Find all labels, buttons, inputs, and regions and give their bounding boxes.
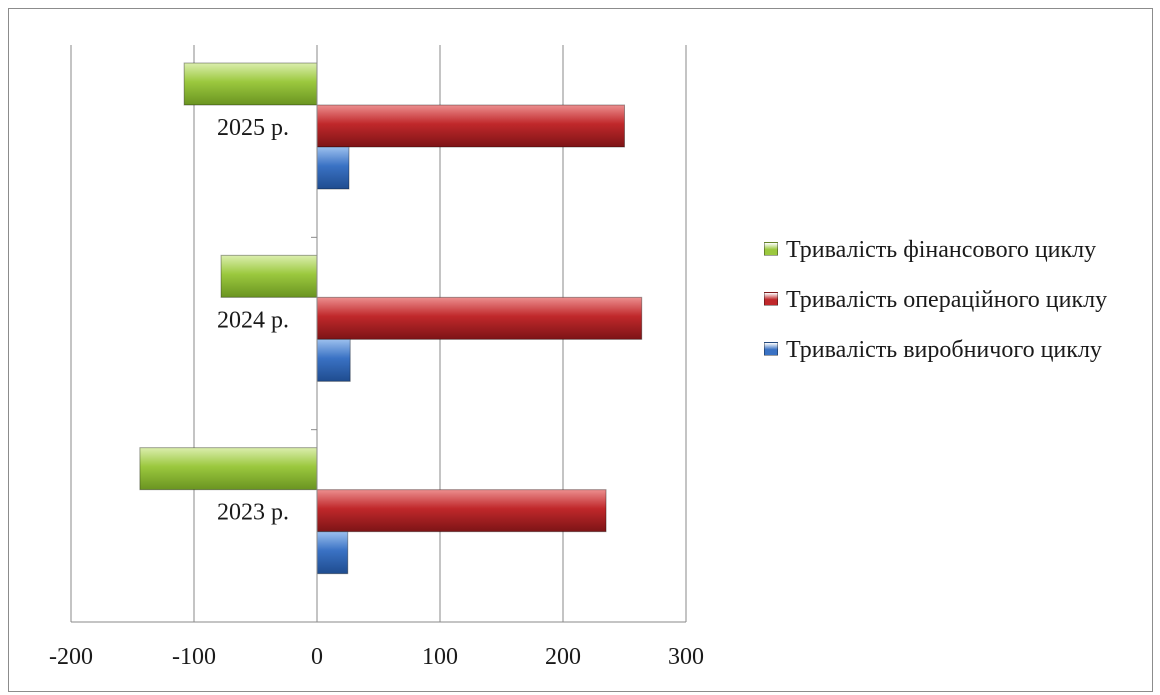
legend-label: Тривалість операційного циклу [786,287,1108,313]
bar-series-2-cat-0 [139,447,318,491]
legend-item: Тривалість операційного циклу [760,278,1140,322]
bar-series-1-cat-1 [316,296,643,340]
legend-label: Тривалість фінансового циклу [786,237,1097,263]
legend: Тривалість фінансового циклу Тривалість о… [760,228,1140,378]
bar-series-2-cat-1 [220,254,318,298]
legend-item: Тривалість виробничого циклу [760,328,1140,372]
bars [139,62,643,575]
legend-swatch [764,292,778,306]
bar-series-2-cat-2 [183,62,318,106]
legend-item: Тривалість фінансового циклу [760,228,1140,272]
bar-series-1-cat-2 [316,104,625,148]
bar-series-0-cat-2 [316,146,350,190]
bar-series-1-cat-0 [316,489,607,533]
legend-swatch [764,342,778,356]
x-tick-label: -100 [172,644,216,670]
category-label: 2025 р. [217,115,289,141]
labels: -200 -100 0 100 200 300 2023 р. 2024 р. 2025 р. [49,115,704,670]
legend-label: Тривалість виробничого циклу [786,337,1102,363]
category-label: 2023 р. [217,500,289,526]
category-label: 2024 р. [217,307,289,333]
x-tick-label: 100 [422,644,458,670]
bar-series-0-cat-0 [316,531,349,575]
x-tick-label: 300 [668,644,704,670]
bar-series-0-cat-1 [316,338,351,382]
x-tick-label: 0 [311,644,323,670]
axes [71,45,686,623]
x-tick-label: 200 [545,644,581,670]
x-tick-label: -200 [49,644,93,670]
legend-swatch [764,242,778,256]
